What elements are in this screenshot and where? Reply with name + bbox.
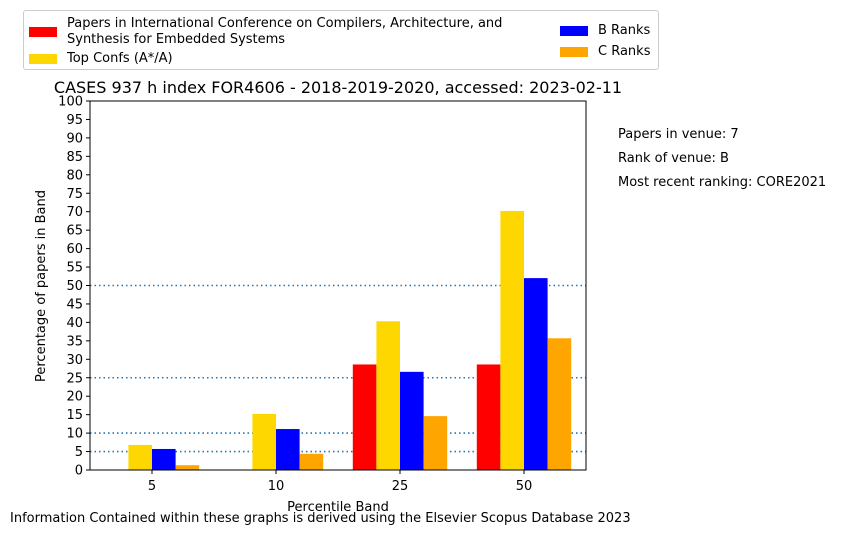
- y-tick-label-80: 80: [66, 168, 83, 183]
- papers-in-venue-note: Papers in venue: 7: [618, 127, 739, 142]
- legend-label-b-ranks: B Ranks: [598, 23, 651, 38]
- bar-series3-cat25: [423, 416, 448, 470]
- bar-series2-cat10: [276, 429, 300, 470]
- y-tick-label-85: 85: [66, 150, 83, 165]
- bar-series1-cat5: [128, 444, 152, 470]
- y-tick-label-15: 15: [66, 408, 83, 423]
- legend-label-top-confs: Top Confs (A*/A): [67, 51, 173, 66]
- bar-series1-cat50: [500, 210, 524, 470]
- y-tick-label-35: 35: [66, 334, 83, 349]
- bar-series0-cat25: [352, 364, 377, 470]
- bar-series2-cat5: [152, 448, 176, 470]
- legend-label-c-ranks: C Ranks: [598, 44, 651, 59]
- y-tick-label-95: 95: [66, 113, 83, 128]
- bar-series3-cat50: [547, 338, 572, 470]
- chart-title: CASES 937 h index FOR4606 - 2018-2019-20…: [54, 78, 622, 97]
- bar-series2-cat25: [400, 371, 424, 470]
- y-tick-label-75: 75: [66, 187, 83, 202]
- x-tick-label-5: 5: [148, 479, 156, 494]
- y-tick-label-20: 20: [66, 390, 83, 405]
- y-tick-label-30: 30: [66, 353, 83, 368]
- legend-swatch-c-ranks: [560, 47, 588, 57]
- y-tick-label-40: 40: [66, 316, 83, 331]
- bar-series1-cat25: [376, 321, 400, 470]
- bar-series1-cat10: [252, 413, 276, 470]
- y-tick-label-45: 45: [66, 297, 83, 312]
- most-recent-ranking-note: Most recent ranking: CORE2021: [618, 175, 827, 190]
- y-tick-label-90: 90: [66, 131, 83, 146]
- y-tick-label-50: 50: [66, 279, 83, 294]
- x-tick-label-25: 25: [392, 479, 409, 494]
- y-tick-label-65: 65: [66, 224, 83, 239]
- y-tick-label-5: 5: [75, 445, 83, 460]
- legend-swatch-top-confs: [29, 54, 57, 64]
- bar-series3-cat10: [299, 453, 324, 470]
- y-tick-label-70: 70: [66, 205, 83, 220]
- y-tick-label-100: 100: [58, 95, 83, 110]
- legend-label-venue: Papers in International Conference on Co…: [67, 16, 503, 47]
- y-tick-label-10: 10: [66, 427, 83, 442]
- y-tick-label-25: 25: [66, 371, 83, 386]
- bar-series0-cat50: [476, 364, 501, 470]
- bar-series2-cat50: [524, 278, 548, 470]
- y-tick-label-55: 55: [66, 261, 83, 276]
- y-axis-label: Percentage of papers in Band: [34, 190, 49, 382]
- bar-series3-cat5: [175, 465, 200, 470]
- x-axis-label: Percentile Band: [287, 500, 389, 515]
- plot-area: 0 5 10 15 20 25 30 35 40 45 50 55 60 65 70 75 80 85 90 95 10…: [58, 95, 587, 494]
- y-tick-label-0: 0: [75, 464, 83, 479]
- rank-of-venue-note: Rank of venue: B: [618, 151, 729, 166]
- y-tick-label-60: 60: [66, 242, 83, 257]
- x-tick-label-50: 50: [516, 479, 533, 494]
- legend-swatch-venue: [29, 27, 57, 37]
- legend-swatch-b-ranks: [560, 26, 588, 36]
- data-source-footer: Information Contained within these graph…: [10, 511, 631, 526]
- chart-legend: Papers in International Conference on Co…: [23, 10, 659, 70]
- x-tick-label-10: 10: [268, 479, 285, 494]
